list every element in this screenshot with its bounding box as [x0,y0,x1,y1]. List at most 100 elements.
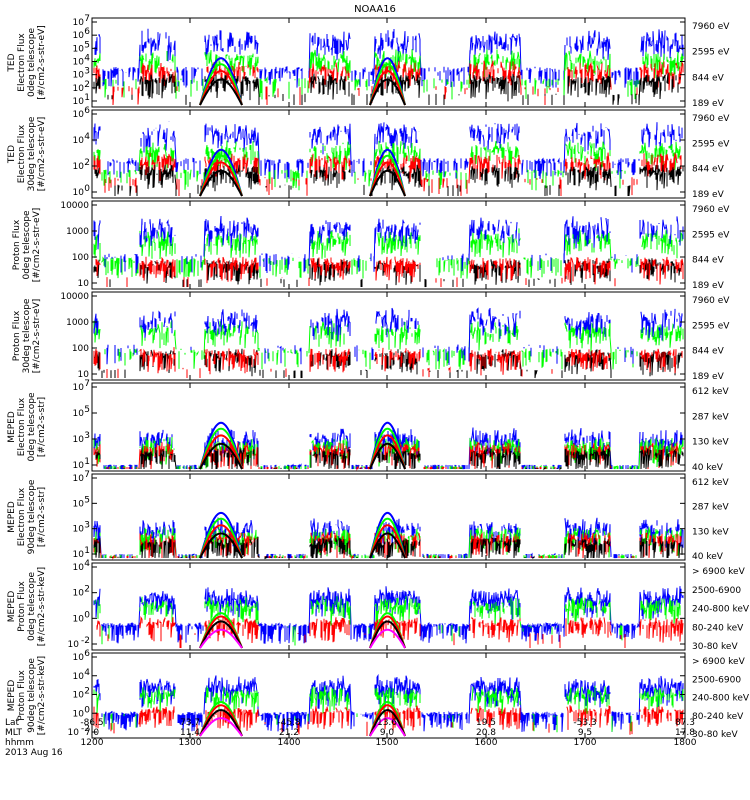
legend-entry: 844 eV [692,347,725,357]
y-tick-exponent: 3 [84,67,90,77]
figure-title: NOAA16 [354,4,396,15]
series-189-ev [93,307,683,365]
y-axis-label-line: 30deg telescope [22,298,32,373]
footer-row-label: Lat [5,718,20,728]
y-tick-exponent: 5 [84,40,90,50]
series-mid-energy-arc-0 [199,63,243,106]
y-tick-exponent: -2 [81,636,90,646]
y-tick-exponent: 3 [84,521,90,531]
series-high-energy-arc-1 [369,524,406,559]
legend-entry: 7960 eV [692,296,730,306]
y-axis-label: TED Electron Flux 30deg telescope [#/cm2-s-… [7,116,47,191]
footer-value: 17.8 [675,728,695,738]
series-6900-kev-arc-1 [369,717,406,737]
series-240-800-kev [93,704,684,736]
y-tick-label: 10 [73,461,85,471]
y-tick-label: 10 [78,370,90,380]
y-tick-exponent: 2 [84,585,90,595]
footer-value: 73.7 [180,718,200,728]
y-tick-label: 10 [73,563,85,573]
footer-value: 9.5 [578,728,592,738]
y-tick-label: 10 [73,31,85,41]
series-30-80-kev [93,586,684,644]
series-mid-energy-arc-0 [199,427,243,470]
series-6900-kev-arc-0 [199,628,243,649]
y-axis-label: MEPED Electron Flux 0deg telescope [#/cm2-s… [7,392,47,462]
y-tick-exponent: 5 [84,405,90,415]
series-6900-kev-arc-1 [369,628,406,649]
y-axis-label-line: [#/cm2-s-str-eV] [32,208,42,283]
legend-entry: 30-80 keV [692,642,738,652]
y-tick-label: 10 [73,162,85,172]
y-axis-label-line: 0deg telescope [27,572,37,642]
y-axis-label-line: 90deg telescope [27,479,37,554]
y-tick-label: 10 [73,672,85,682]
y-axis-label-line: [#/cm2-s-str-keV] [37,656,47,735]
series-240-800-kev-arc-1 [369,615,406,649]
y-axis-label-line: MEPED [7,411,17,443]
y-tick-label: 10000 [60,292,89,302]
y-tick-exponent: 0 [84,610,90,620]
y-tick-label: 100 [72,344,89,354]
series-80-240-kev [93,685,684,733]
y-axis-label-line: Electron Flux [17,33,27,92]
y-tick-exponent: 1 [84,457,90,467]
series-2500-6900-kev-arc-1 [369,709,406,737]
panel-frame [91,652,686,739]
y-tick-exponent: 0 [84,184,90,194]
y-axis-label: Proton Flux 0deg telescope [#/cm2-s-str-eV… [12,208,42,283]
legend-entry: > 6900 keV [692,567,746,577]
y-tick-label: 10 [73,653,85,663]
y-tick-label: 10 [73,58,85,68]
legend-entry: 2595 eV [692,48,730,58]
y-tick-label: 10 [73,474,85,484]
legend-entry: 844 eV [692,73,725,83]
y-tick-label: 10 [73,409,85,419]
series-low-energy [93,121,683,180]
series-mid-energy-arc-1 [369,63,406,106]
legend-entry: 7960 eV [692,114,730,124]
series-30-80-kev [93,673,684,732]
footer-value: 87.3 [675,718,695,728]
y-axis-label-line: [#/cm2-s-str] [37,397,47,457]
y-axis-label-line: MEPED [7,680,17,712]
footer-date: 2013 Aug 16 [5,748,63,758]
y-tick-label: 10 [73,499,85,509]
legend-entry: 7960 eV [692,22,730,32]
footer-value: -45.8 [277,718,301,728]
footer-row-label: hhmm [5,738,34,748]
legend-entry: > 6900 keV [692,657,746,667]
y-axis-label-line: 90deg telescope [27,658,37,733]
y-tick-label: 10 [73,71,85,81]
y-axis-label-line: 0deg telescope [22,210,32,280]
legend-entry: 2595 eV [692,321,730,331]
y-tick-label: 10 [73,550,85,560]
series-highest-energy [94,164,684,197]
series-low-energy-arc-0 [199,148,243,197]
y-tick-label: 10 [73,709,85,719]
y-axis-label-line: Proton Flux [12,219,22,270]
series-2500-6900-kev-arc-1 [369,620,406,649]
legend-entry: 7960 eV [692,205,730,215]
series-6900-kev-arc-0 [199,717,243,737]
y-axis-label-line: TED [7,53,17,72]
y-axis-label-line: [#/cm2-s-str-eV] [32,299,42,374]
footer-value: 7.0 [85,728,100,738]
y-tick-exponent: 7 [84,14,90,24]
series-low-energy-arc-0 [199,57,243,106]
y-tick-label: 10 [73,84,85,94]
series-240-800-kev [96,615,684,649]
panel-frame [91,109,686,199]
y-tick-exponent: 0 [84,705,90,715]
y-axis-label-line: 0deg telescope [27,28,37,98]
legend-entry: 189 eV [692,281,725,291]
y-tick-exponent: 6 [84,27,90,37]
panel-frame [91,200,686,290]
y-tick-exponent: 1 [84,93,90,103]
y-axis-label-line: Proton Flux [17,670,27,721]
